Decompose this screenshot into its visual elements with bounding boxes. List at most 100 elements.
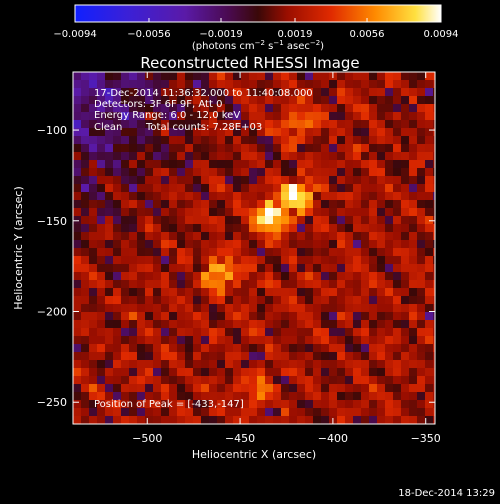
heatmap-cell (73, 360, 82, 369)
heatmap-cell (185, 128, 194, 137)
heatmap-cell (81, 80, 90, 89)
heatmap-cell (209, 304, 218, 313)
heatmap-cell (113, 200, 122, 209)
heatmap-cell (273, 272, 282, 281)
heatmap-cell (225, 336, 234, 345)
heatmap-cell (177, 136, 186, 145)
heatmap-cell (425, 168, 434, 177)
heatmap-cell (161, 240, 170, 249)
heatmap-cell (105, 240, 114, 249)
heatmap-cell (361, 248, 370, 257)
heatmap-cell (89, 400, 98, 409)
heatmap-cell (113, 416, 122, 424)
heatmap-cell (377, 152, 386, 161)
heatmap-cell (249, 400, 258, 409)
heatmap-cell (273, 144, 282, 153)
heatmap-cell (249, 384, 258, 393)
heatmap-cell (241, 176, 250, 185)
heatmap-cell (225, 136, 234, 145)
heatmap-cell (281, 288, 290, 297)
heatmap-cell (281, 200, 290, 209)
heatmap-cell (265, 192, 274, 201)
heatmap-cell (377, 136, 386, 145)
heatmap-cell (401, 96, 410, 105)
heatmap-cell (313, 240, 322, 249)
heatmap-cell (321, 296, 330, 305)
heatmap-cell (353, 416, 362, 424)
heatmap-cell (257, 176, 266, 185)
heatmap-cell (337, 168, 346, 177)
heatmap-cell (241, 232, 250, 241)
heatmap-cell (377, 416, 386, 424)
heatmap-cell (113, 216, 122, 225)
heatmap-cell (185, 384, 194, 393)
heatmap-cell (329, 344, 338, 353)
heatmap-cell (361, 104, 370, 113)
heatmap-cell (193, 240, 202, 249)
heatmap-cell (185, 376, 194, 385)
heatmap-cell (185, 296, 194, 305)
heatmap-cell (137, 280, 146, 289)
heatmap-cell (81, 192, 90, 201)
heatmap-cell (169, 120, 178, 129)
heatmap-cell (137, 416, 146, 424)
heatmap-cell (417, 272, 426, 281)
heatmap-cell (425, 336, 434, 345)
heatmap-cell (377, 232, 386, 241)
heatmap-cell (433, 200, 435, 209)
heatmap-cell (129, 88, 138, 97)
heatmap-cell (233, 368, 242, 377)
heatmap-cell (393, 392, 402, 401)
heatmap-cell (257, 160, 266, 169)
heatmap-cell (161, 80, 170, 89)
heatmap-cell (81, 368, 90, 377)
heatmap-cell (289, 344, 298, 353)
heatmap-cell (257, 408, 266, 417)
heatmap-cell (73, 256, 82, 265)
heatmap-cell (321, 376, 330, 385)
heatmap-cell (321, 272, 330, 281)
heatmap-cell (177, 280, 186, 289)
heatmap-cell (433, 136, 435, 145)
heatmap-cell (393, 248, 402, 257)
heatmap-cell (129, 376, 138, 385)
heatmap-cell (241, 128, 250, 137)
heatmap-cell (129, 216, 138, 225)
colorbar-tick-label: −0.0019 (199, 29, 242, 40)
heatmap-cell (225, 160, 234, 169)
heatmap-cell (185, 80, 194, 89)
heatmap-cell (121, 168, 130, 177)
heatmap-cell (177, 408, 186, 417)
heatmap-cell (129, 400, 138, 409)
heatmap-cell (321, 408, 330, 417)
heatmap-cell (297, 208, 306, 217)
heatmap-cell (89, 120, 98, 129)
heatmap-cell (121, 296, 130, 305)
heatmap-cell (297, 240, 306, 249)
heatmap-cell (377, 200, 386, 209)
heatmap-cell (121, 352, 130, 361)
heatmap-cell (265, 232, 274, 241)
heatmap-cell (297, 192, 306, 201)
heatmap-cell (73, 128, 82, 137)
heatmap-cell (241, 88, 250, 97)
heatmap-cell (185, 280, 194, 289)
heatmap-cell (177, 144, 186, 153)
heatmap-cell (289, 136, 298, 145)
heatmap-cell (81, 320, 90, 329)
heatmap-cell (401, 144, 410, 153)
heatmap-cell (345, 136, 354, 145)
heatmap-cell (377, 144, 386, 153)
heatmap-cell (129, 288, 138, 297)
heatmap-cell (417, 216, 426, 225)
heatmap-cell (385, 272, 394, 281)
heatmap-cell (281, 240, 290, 249)
heatmap-cell (353, 80, 362, 89)
heatmap-cell (73, 328, 82, 337)
heatmap-cell (433, 240, 435, 249)
heatmap-cell (217, 336, 226, 345)
heatmap-cell (433, 72, 435, 81)
heatmap-cell (321, 192, 330, 201)
heatmap-cell (409, 144, 418, 153)
heatmap-cell (177, 352, 186, 361)
